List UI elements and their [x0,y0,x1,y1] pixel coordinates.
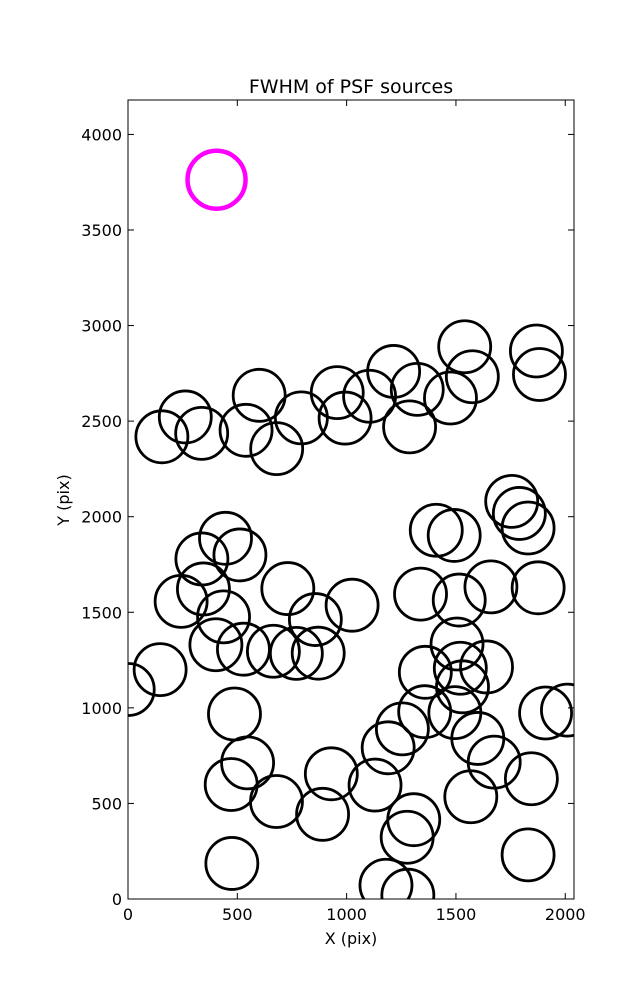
data-point [220,735,275,791]
y-tick-label: 4000 [81,125,122,144]
data-point [287,592,343,647]
data-point [157,389,213,445]
data-point [174,405,230,461]
data-point [459,639,514,695]
data-point [432,640,488,696]
data-point [218,402,274,458]
data-point [444,349,500,405]
data-point [153,573,209,629]
y-axis-label: Y (pix) [54,474,73,526]
data-point [397,684,453,740]
data-point [295,786,350,842]
data-point [423,370,478,426]
data-point [360,720,416,776]
data-point [207,686,262,742]
data-point [508,323,564,379]
data-point [518,685,573,741]
data-point [188,617,244,673]
chart-title: FWHM of PSF sources [249,76,453,98]
data-point [431,572,487,628]
y-tick-label: 0 [112,890,122,909]
data-point [260,561,316,616]
data-point [503,751,559,807]
data-point [379,809,435,865]
data-point [512,347,567,402]
data-point [426,508,482,563]
y-tick-label: 500 [91,794,122,813]
data-point [134,409,190,465]
y-tick-label: 2500 [81,412,122,431]
plot-frame [127,99,575,900]
data-point [393,566,448,622]
data-point [231,367,287,423]
data-point [347,757,403,813]
data-point [216,621,271,677]
data-point [382,399,437,455]
data-point [268,625,324,681]
x-tick-label: 1000 [326,905,367,924]
y-tick-label: 3000 [81,317,122,336]
data-point [408,502,464,558]
x-tick-label: 2000 [545,905,586,924]
data-point [443,769,499,825]
data-point [429,616,485,672]
data-point [500,827,556,883]
data-point [132,642,188,698]
x-axis-label: X (pix) [325,929,378,948]
y-tick-label: 1500 [81,603,122,622]
data-point [491,486,547,541]
x-tick-label: 500 [222,905,253,924]
data-point [500,500,556,556]
data-point [204,836,260,891]
x-tick-label: 0 [123,905,133,924]
data-point [358,857,414,899]
data-point [196,589,251,645]
data-point [397,644,453,700]
data-point [540,682,574,738]
data-point [484,474,540,529]
data-point [324,577,380,633]
data-point [463,559,519,615]
chart-marks [128,148,574,899]
data-point [245,623,301,679]
x-tick-label: 1500 [436,905,477,924]
axis-ticks: 0 500 1000 1500 2000 0 500 1000 1500 2000 2500 3000… [81,100,586,924]
data-point [249,421,305,477]
y-tick-label: 1000 [81,699,122,718]
data-point [290,625,346,681]
data-point [389,361,445,417]
data-point [309,365,365,421]
reference-circle [185,148,248,211]
data-point [380,867,436,899]
y-tick-label: 3500 [81,221,122,240]
data-point [374,701,430,757]
y-tick-label: 2000 [81,508,122,527]
data-point [303,746,359,802]
data-point [510,560,566,616]
data-point [174,531,230,587]
data-point [249,774,304,829]
data-point [437,319,493,375]
data-point [212,527,268,583]
data-point [198,510,253,566]
